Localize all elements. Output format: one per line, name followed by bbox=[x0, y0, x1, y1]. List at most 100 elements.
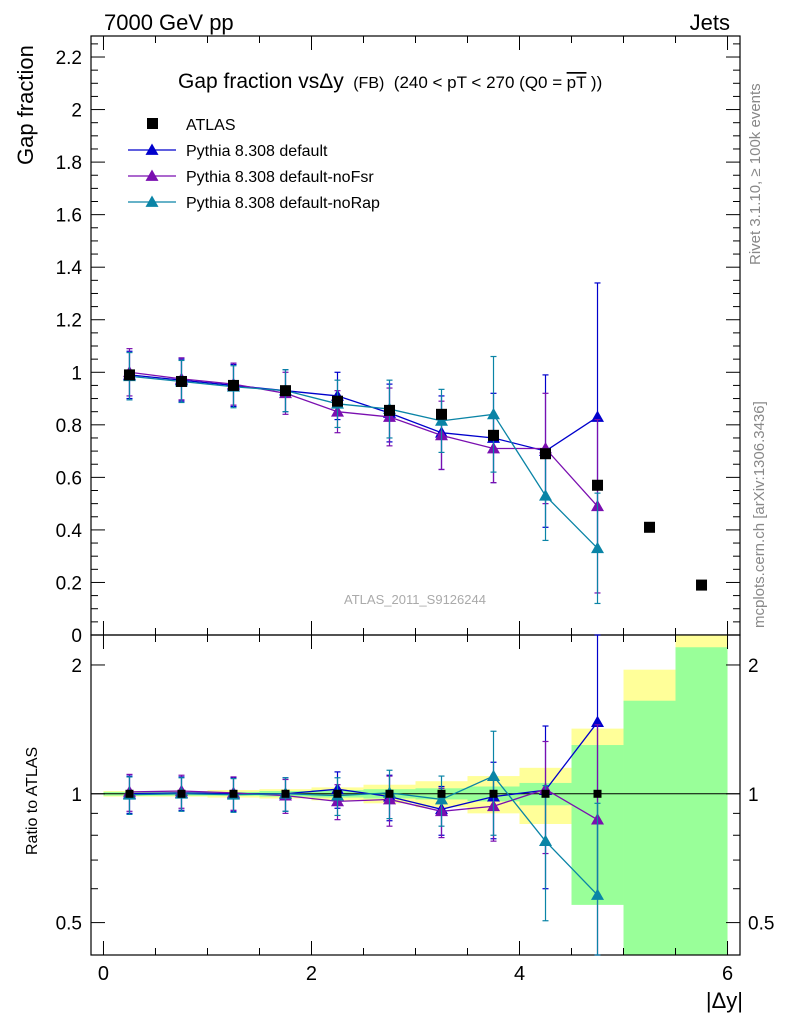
ratio-point bbox=[487, 769, 501, 781]
ratio-tick-label: 1 bbox=[71, 785, 82, 806]
ratio-point bbox=[591, 715, 605, 728]
header-process: 7000 GeV pp bbox=[104, 10, 234, 35]
data-point bbox=[539, 489, 553, 501]
ratio-line bbox=[129, 788, 598, 821]
data-point bbox=[227, 379, 239, 391]
ratio-axis-label: Ratio to ATLAS bbox=[24, 747, 41, 855]
series-line bbox=[129, 374, 598, 452]
ratio-tick-label-right: 0.5 bbox=[748, 914, 774, 935]
chart-title-small: (FB) bbox=[353, 75, 384, 92]
data-point bbox=[123, 369, 135, 381]
x-tick-label: 6 bbox=[722, 963, 733, 985]
ratio-point bbox=[437, 789, 446, 798]
y-tick-label: 1 bbox=[71, 363, 82, 384]
ratio-tick-label: 0.5 bbox=[56, 914, 82, 935]
ratio-point bbox=[281, 789, 290, 798]
legend-entry-1: ATLAS bbox=[147, 117, 236, 134]
ratio-series-2 bbox=[122, 724, 605, 956]
green-band bbox=[623, 700, 676, 955]
y-tick-label: 2 bbox=[71, 101, 82, 122]
legend: ATLAS Pythia 8.308 default Pythia 8.308 de… bbox=[128, 117, 380, 212]
header-observable: Jets bbox=[690, 10, 730, 35]
mc-series-3 bbox=[122, 351, 605, 605]
y-tick-label: 1.6 bbox=[56, 206, 82, 227]
ratio-point bbox=[229, 789, 238, 798]
data-point bbox=[540, 448, 552, 460]
y-axis-label: Gap fraction bbox=[13, 45, 38, 165]
series-line bbox=[129, 371, 598, 507]
y-tick-label: 1.4 bbox=[56, 258, 83, 279]
chart-title-close: )) bbox=[591, 73, 602, 92]
ratio-point bbox=[539, 834, 553, 847]
data-point bbox=[591, 541, 605, 554]
y-axis: 0 0.2 0.4 0.6 0.8 1 1.2 1.4 1.6 1.8 2 2.2 bbox=[56, 43, 740, 647]
y-tick-label: 0.6 bbox=[56, 468, 82, 489]
y-tick-label: 0 bbox=[71, 626, 82, 647]
ratio-point bbox=[541, 789, 550, 798]
atlas-ratio bbox=[125, 789, 602, 798]
legend-marker bbox=[145, 143, 159, 155]
series-line bbox=[129, 375, 598, 549]
x-tick-label: 0 bbox=[98, 963, 109, 985]
data-point bbox=[435, 414, 449, 426]
rivet-version-label: Rivet 3.1.10, ≥ 100k events bbox=[747, 83, 764, 265]
legend-marker bbox=[147, 118, 158, 129]
data-point bbox=[383, 404, 395, 416]
y-tick-label: 1.8 bbox=[56, 153, 82, 174]
mc-series-1 bbox=[122, 282, 605, 552]
ratio-point bbox=[489, 789, 498, 798]
ratio-tick-label-right: 2 bbox=[748, 656, 759, 677]
x-axis: 0 2 4 6 bbox=[98, 36, 733, 985]
chart-title-overline: pT bbox=[567, 73, 587, 92]
green-band bbox=[675, 647, 728, 955]
data-point bbox=[279, 385, 291, 397]
legend-label: Pythia 8.308 default-noFsr bbox=[186, 169, 374, 186]
ratio-point bbox=[125, 789, 134, 798]
data-point bbox=[644, 521, 656, 533]
analysis-watermark: ATLAS_2011_S9126244 bbox=[344, 592, 486, 607]
ratio-tick-label: 2 bbox=[71, 656, 82, 677]
data-point bbox=[175, 375, 187, 387]
legend-label: Pythia 8.308 default bbox=[186, 143, 328, 160]
y-tick-label: 1.2 bbox=[56, 311, 82, 332]
ratio-point bbox=[435, 792, 449, 805]
upper-panel: 0 0.2 0.4 0.6 0.8 1 1.2 1.4 1.6 1.8 2 2.2 bbox=[56, 35, 741, 647]
ratio-series-3 bbox=[122, 730, 605, 956]
data-point bbox=[591, 410, 605, 422]
legend-entry-2: Pythia 8.308 default bbox=[128, 143, 328, 160]
ratio-line bbox=[129, 721, 599, 810]
mcplots-label: mcplots.cern.ch [arXiv:1306.3436] bbox=[751, 401, 768, 628]
data-point bbox=[331, 395, 343, 407]
legend-label: ATLAS bbox=[186, 117, 236, 134]
chart-title-cuts: (240 < pT < 270 (Q0 = bbox=[394, 73, 562, 92]
ratio-panel: 0 2 4 6 0.5 0.5 1 1 2 2 bbox=[56, 36, 775, 985]
y-tick-label: 2.2 bbox=[56, 48, 82, 69]
x-tick-label: 2 bbox=[306, 963, 317, 985]
chart-title: Gap fraction vsΔy (FB) (240 < pT < 270 (… bbox=[178, 70, 602, 93]
ratio-line bbox=[129, 775, 598, 896]
ratio-uncertainty-bands bbox=[103, 635, 728, 955]
legend-marker bbox=[145, 169, 159, 181]
x-tick-label: 4 bbox=[514, 963, 525, 985]
ratio-y-axis: 0.5 0.5 1 1 2 2 bbox=[56, 656, 775, 935]
ratio-point bbox=[591, 888, 605, 900]
ratio-series-1 bbox=[122, 634, 605, 899]
chart-title-main: Gap fraction vsΔy bbox=[178, 70, 344, 93]
legend-marker bbox=[145, 195, 159, 207]
data-point bbox=[436, 408, 448, 420]
data-point bbox=[592, 479, 604, 491]
data-point bbox=[487, 407, 501, 420]
ratio-point bbox=[177, 789, 186, 798]
y-tick-label: 0.4 bbox=[56, 521, 83, 542]
x-axis-label: |Δy| bbox=[706, 988, 743, 1013]
atlas-data bbox=[123, 369, 708, 591]
data-point bbox=[488, 429, 500, 441]
ratio-point bbox=[593, 789, 602, 798]
data-point bbox=[696, 579, 708, 591]
ratio-point bbox=[385, 789, 394, 798]
y-tick-label: 0.2 bbox=[56, 573, 82, 594]
mc-series-2 bbox=[122, 348, 605, 594]
y-tick-label: 0.8 bbox=[56, 416, 82, 437]
ratio-point bbox=[333, 789, 342, 798]
